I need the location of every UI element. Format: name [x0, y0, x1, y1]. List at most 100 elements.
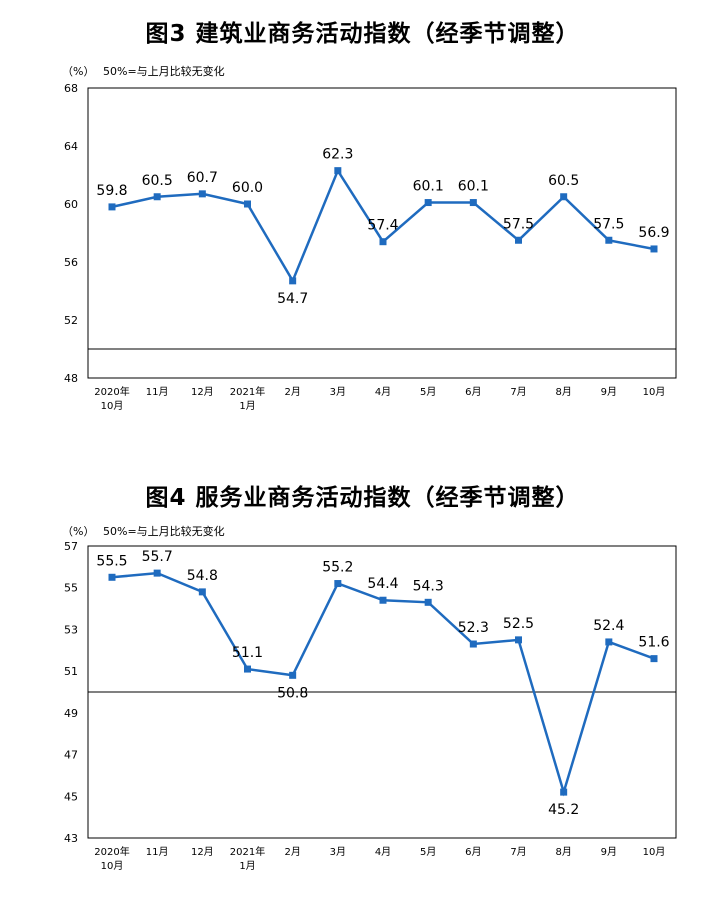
- chart1-data-label: 60.5: [548, 173, 579, 189]
- chart2-data-label: 45.2: [548, 802, 579, 818]
- chart1-data-label: 59.8: [96, 183, 127, 199]
- chart1-data-label: 60.7: [187, 170, 218, 186]
- chart2-data-label: 54.8: [187, 568, 218, 584]
- chart1-x-tick: 5月: [420, 386, 436, 398]
- chart1-data-point: [650, 245, 658, 253]
- chart1-x-tick: 8月: [555, 386, 571, 398]
- chart2-data-label: 50.8: [277, 685, 308, 701]
- chart1-y-tick: 56: [64, 256, 78, 269]
- chart2-x-tick: 10月: [643, 846, 666, 858]
- chart2-x-tick: 2月: [284, 846, 300, 858]
- chart2-y-tick: 51: [64, 665, 78, 678]
- chart1-data-point: [605, 236, 613, 244]
- chart2-x-tick: 12月: [191, 846, 214, 858]
- chart1-data-label: 62.3: [322, 147, 353, 163]
- chart1-data-point: [379, 238, 387, 246]
- chart1-x-tick: 10月: [101, 400, 124, 412]
- chart2-x-tick: 4月: [375, 846, 391, 858]
- chart1-data-label: 60.1: [458, 179, 489, 195]
- chart1-data-label: 57.4: [367, 218, 398, 234]
- chart2-data-point: [153, 569, 161, 577]
- chart1-x-tick: 10月: [643, 386, 666, 398]
- chart1-data-label: 57.5: [503, 216, 534, 232]
- chart2-unit-note: （%）: [62, 525, 95, 538]
- chart2-y-tick: 55: [64, 582, 78, 595]
- chart2-data-point: [469, 640, 477, 648]
- chart2-x-tick: 10月: [101, 860, 124, 872]
- chart2-y-tick: 49: [64, 707, 78, 720]
- chart1-data-label: 54.7: [277, 291, 308, 307]
- chart2-data-point: [198, 588, 206, 596]
- chart1-y-tick: 64: [64, 140, 78, 153]
- chart1-data-point: [289, 277, 297, 285]
- chart1-data-label: 56.9: [638, 225, 669, 241]
- chart2-x-tick: 1月: [239, 860, 255, 872]
- chart1-data-point: [108, 203, 116, 211]
- chart2-data-label: 51.6: [638, 635, 669, 651]
- chart2-y-tick: 57: [64, 540, 78, 553]
- chart2-y-tick: 47: [64, 749, 78, 762]
- chart1-y-tick: 52: [64, 314, 78, 327]
- chart2-x-tick: 6月: [465, 846, 481, 858]
- chart2-data-point: [108, 573, 116, 581]
- chart2-x-tick: 9月: [601, 846, 617, 858]
- chart1-unit-note: （%）: [62, 65, 95, 78]
- chart1-x-tick: 2月: [284, 386, 300, 398]
- chart2-data-point: [605, 638, 613, 646]
- chart2-data-label: 52.3: [458, 620, 489, 636]
- chart1-data-point: [424, 199, 432, 207]
- chart2-data-label: 55.5: [96, 553, 127, 569]
- chart2-x-tick: 5月: [420, 846, 436, 858]
- chart2-data-label: 55.7: [142, 549, 173, 565]
- chart1-x-tick: 7月: [510, 386, 526, 398]
- chart2-data-point: [560, 788, 568, 796]
- chart2-y-tick: 43: [64, 832, 78, 845]
- chart2-data-point: [424, 598, 432, 606]
- chart2-data-label: 52.4: [593, 618, 624, 634]
- chart1-data-point: [469, 199, 477, 207]
- chart1-y-tick: 68: [64, 82, 78, 95]
- chart2-x-tick: 8月: [555, 846, 571, 858]
- chart1-data-point: [244, 200, 251, 208]
- chart2-y-tick: 53: [64, 623, 78, 636]
- chart2-data-point: [289, 671, 297, 679]
- chart1-data-label: 57.5: [593, 216, 624, 232]
- chart1-plot: 48 52 56 60 64 68 59.8 60.5 60.7 60.0 54.7 62.3 57.4…: [64, 82, 677, 412]
- chart2-data-label: 51.1: [232, 645, 263, 661]
- chart1-data-point: [560, 193, 568, 201]
- chart1-x-tick: 1月: [239, 400, 255, 412]
- chart2-x-tick: 3月: [330, 846, 346, 858]
- chart2-data-label: 54.3: [413, 578, 444, 594]
- chart1-y-tick: 48: [64, 372, 78, 385]
- chart1-x-tick: 2020年: [94, 385, 129, 398]
- chart1-data-label: 60.1: [413, 179, 444, 195]
- chart1-data-point: [515, 236, 522, 244]
- chart1-x-tick: 9月: [601, 386, 617, 398]
- chart2-x-tick: 2021年: [230, 845, 265, 858]
- chart2-title: 图4 服务业商务活动指数（经季节调整）: [145, 485, 580, 511]
- chart1-title: 图3 建筑业商务活动指数（经季节调整）: [145, 21, 580, 47]
- chart1-x-tick: 4月: [375, 386, 391, 398]
- chart2-data-label: 55.2: [322, 560, 353, 576]
- chart1-data-point: [153, 193, 161, 201]
- chart2-data-point: [650, 655, 658, 663]
- chart1-baseline-note: 50%=与上月比较无变化: [103, 65, 225, 78]
- chart1-data-point: [198, 190, 206, 198]
- chart2-baseline-note: 50%=与上月比较无变化: [103, 525, 225, 538]
- chart2-x-tick: 11月: [146, 846, 169, 858]
- chart2-data-point: [244, 665, 251, 673]
- chart1-x-tick: 11月: [146, 386, 169, 398]
- chart1-x-tick: 2021年: [230, 385, 265, 398]
- chart2-series-line: [111, 571, 655, 797]
- chart2-x-tick: 2020年: [94, 845, 129, 858]
- chart2-y-tick: 45: [64, 790, 78, 803]
- chart1-data-point: [334, 167, 342, 175]
- chart2-data-point: [334, 580, 342, 588]
- chart1-y-tick: 60: [64, 198, 78, 211]
- chart2-data-label: 54.4: [367, 576, 398, 592]
- chart1-data-label: 60.5: [142, 173, 173, 189]
- chart2-data-point: [379, 596, 387, 604]
- chart2-data-label: 52.5: [503, 616, 534, 632]
- chart1-x-tick: 6月: [465, 386, 481, 398]
